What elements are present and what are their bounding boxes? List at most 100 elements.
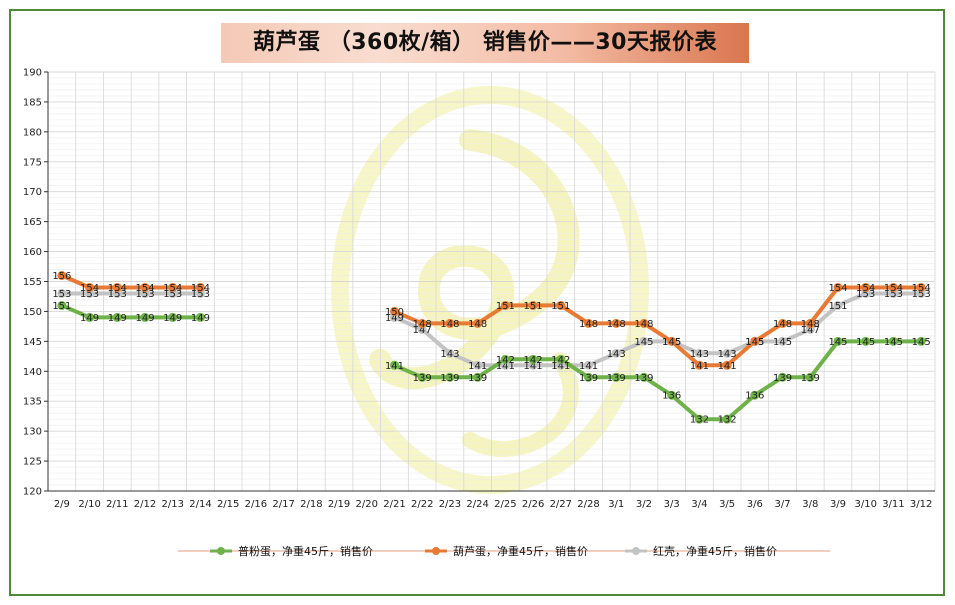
data-point: [473, 372, 483, 382]
data-label: 145: [884, 337, 903, 348]
data-label: 151: [52, 301, 71, 312]
data-label: 141: [385, 361, 404, 372]
x-tick-label: 2/24: [466, 499, 488, 510]
data-point: [861, 282, 871, 292]
data-label: 149: [135, 313, 154, 324]
data-label: 139: [440, 373, 459, 384]
data-label: 154: [856, 283, 875, 294]
data-point: [445, 372, 455, 382]
data-label: 139: [607, 373, 626, 384]
data-label: 143: [690, 349, 709, 360]
data-label: 148: [607, 319, 626, 330]
data-point: [611, 372, 621, 382]
data-point: [778, 372, 788, 382]
data-label: 154: [191, 283, 210, 294]
data-point: [389, 306, 399, 316]
data-label: 148: [468, 319, 487, 330]
legend-label: 红壳，净重45斤，销售价: [653, 544, 777, 558]
data-label: 154: [912, 283, 931, 294]
data-label: 148: [440, 319, 459, 330]
data-label: 151: [524, 301, 543, 312]
x-tick-label: 3/6: [747, 499, 763, 510]
data-label: 156: [52, 271, 71, 282]
data-label: 153: [163, 289, 182, 300]
x-tick-label: 3/1: [608, 499, 624, 510]
data-label: 153: [135, 289, 154, 300]
y-tick-label: 135: [23, 397, 42, 408]
y-tick-label: 175: [23, 157, 42, 168]
y-tick-label: 120: [23, 487, 42, 498]
x-tick-label: 2/15: [217, 499, 239, 510]
data-label: 153: [80, 289, 99, 300]
data-point: [168, 312, 178, 322]
data-point: [140, 282, 150, 292]
data-point: [473, 318, 483, 328]
legend-label: 葫芦蛋，净重45斤，销售价: [453, 544, 588, 558]
x-tick-label: 2/12: [134, 499, 156, 510]
data-label: 139: [468, 373, 487, 384]
data-label: 149: [191, 313, 210, 324]
data-label: 143: [440, 349, 459, 360]
data-label: 145: [773, 337, 792, 348]
data-point: [556, 300, 566, 310]
data-point: [639, 336, 649, 346]
y-tick-label: 185: [23, 97, 42, 108]
x-tick-label: 2/27: [550, 499, 572, 510]
data-point: [833, 336, 843, 346]
x-tick-label: 3/12: [910, 499, 932, 510]
series-line: [59, 273, 203, 290]
data-point: [639, 318, 649, 328]
data-point: [750, 390, 760, 400]
data-point: [694, 360, 704, 370]
data-label: 132: [718, 415, 737, 426]
data-label: 139: [801, 373, 820, 384]
y-tick-label: 160: [23, 247, 42, 258]
x-tick-label: 2/22: [411, 499, 433, 510]
data-label: 139: [413, 373, 432, 384]
data-label: 148: [579, 319, 598, 330]
data-label: 142: [496, 355, 515, 366]
legend-swatch-marker: [432, 547, 440, 555]
data-label: 153: [884, 289, 903, 300]
y-tick-label: 165: [23, 217, 42, 228]
x-tick-label: 2/13: [162, 499, 184, 510]
y-tick-label: 140: [23, 367, 42, 378]
y-tick-label: 150: [23, 307, 42, 318]
data-point: [500, 300, 510, 310]
data-point: [639, 372, 649, 382]
data-point: [528, 300, 538, 310]
data-point: [584, 318, 594, 328]
data-label: 132: [690, 415, 709, 426]
y-tick-label: 125: [23, 457, 42, 468]
chart-title: 葫芦蛋 （360枚/箱） 销售价——30天报价表: [253, 30, 717, 55]
data-label: 142: [524, 355, 543, 366]
data-point: [57, 300, 67, 310]
data-point: [473, 360, 483, 370]
data-point: [445, 318, 455, 328]
x-tick-label: 3/4: [691, 499, 707, 510]
data-label: 151: [496, 301, 515, 312]
data-label: 147: [413, 325, 432, 336]
data-point: [694, 414, 704, 424]
data-point: [778, 318, 788, 328]
data-label: 145: [745, 337, 764, 348]
data-point: [888, 282, 898, 292]
x-tick-label: 2/25: [494, 499, 516, 510]
data-label: 154: [163, 283, 182, 294]
data-point: [833, 300, 843, 310]
data-point: [805, 372, 815, 382]
data-label: 148: [634, 319, 653, 330]
data-label: 154: [80, 283, 99, 294]
y-tick-label: 170: [23, 187, 42, 198]
data-point: [417, 372, 427, 382]
data-label: 145: [856, 337, 875, 348]
x-tick-label: 2/23: [439, 499, 461, 510]
data-label: 153: [52, 289, 71, 300]
x-tick-label: 2/26: [522, 499, 544, 510]
data-label: 141: [551, 361, 570, 372]
data-point: [611, 318, 621, 328]
y-tick-label: 180: [23, 127, 42, 138]
data-point: [57, 288, 67, 298]
data-label: 143: [718, 349, 737, 360]
